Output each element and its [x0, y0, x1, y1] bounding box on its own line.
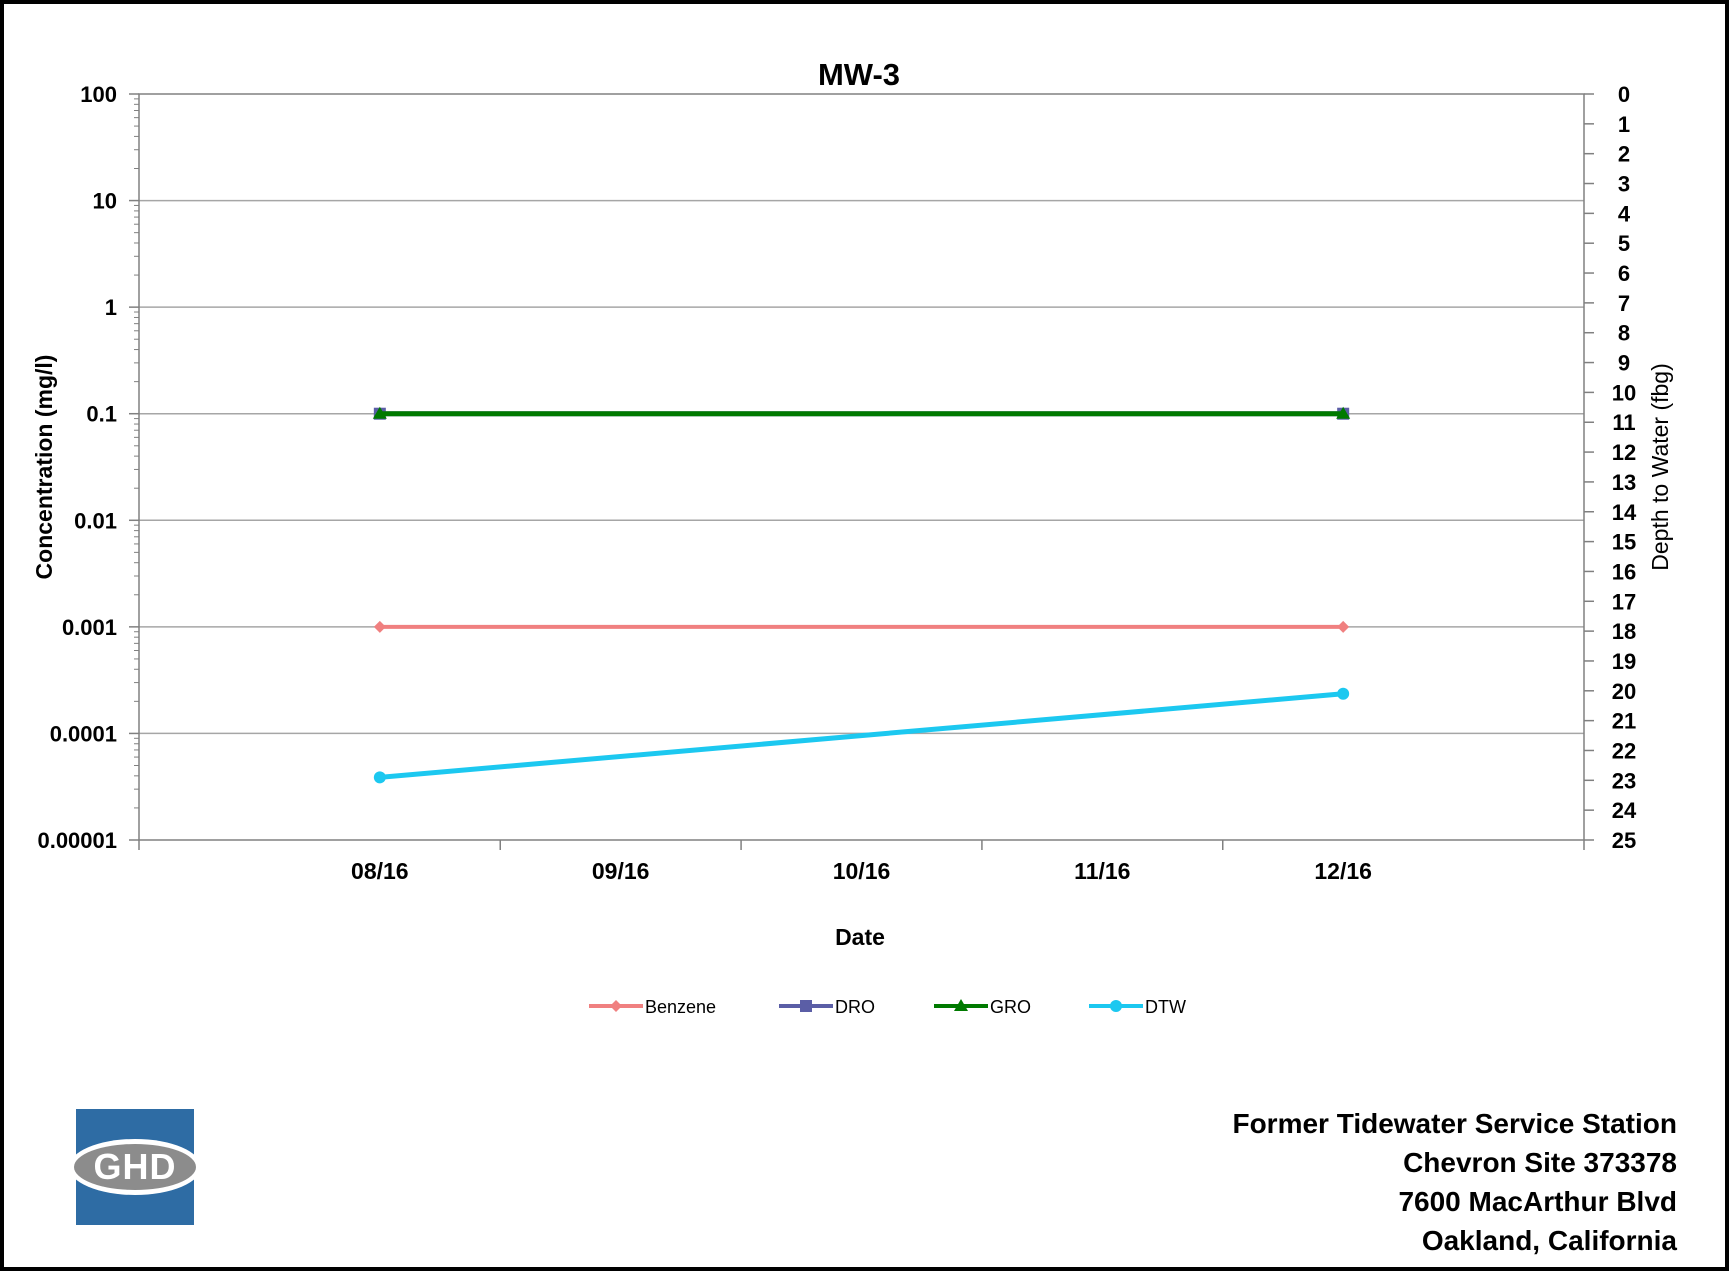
series-lines [372, 406, 1351, 784]
y-right-tick-label: 23 [1612, 768, 1636, 793]
data-point [372, 406, 387, 419]
y-right-tick-label: 3 [1618, 172, 1630, 197]
x-tick-label: 10/16 [833, 858, 891, 884]
data-point [1337, 687, 1350, 700]
y-right-tick-label: 12 [1612, 440, 1636, 465]
x-tick-label: 09/16 [592, 858, 650, 884]
x-tick-label: 12/16 [1314, 858, 1372, 884]
y-right-tick-label: 4 [1618, 201, 1631, 226]
axes: 1001010.10.010.0010.00010.00001012345678… [37, 82, 1637, 884]
y-right-tick-label: 13 [1612, 470, 1636, 495]
site-city: Oakland, California [1421, 1225, 1677, 1256]
legend-marker [800, 1000, 812, 1012]
y-right-tick-label: 7 [1618, 291, 1630, 316]
y-right-tick-label: 2 [1618, 142, 1630, 167]
y-right-tick-label: 22 [1612, 738, 1636, 763]
y-right-tick-label: 6 [1618, 261, 1630, 286]
legend-marker [1110, 1000, 1122, 1012]
legend-label: DTW [1145, 997, 1186, 1017]
data-point [1337, 620, 1350, 633]
y-left-tick-label: 0.01 [74, 508, 117, 533]
y-right-tick-label: 1 [1618, 112, 1630, 137]
logo-text: GHD [74, 1144, 196, 1190]
legend-label: Benzene [645, 997, 716, 1017]
chart-canvas: 1001010.10.010.0010.00010.00001012345678… [31, 57, 1673, 1017]
y-right-tick-label: 11 [1612, 410, 1635, 435]
y-left-tick-label: 0.001 [62, 615, 117, 640]
y-right-tick-label: 16 [1612, 559, 1636, 584]
legend-marker [954, 999, 968, 1011]
series-dtw [373, 687, 1350, 784]
x-axis-title: Date [835, 924, 885, 950]
series-gro [372, 406, 1351, 419]
y-right-tick-label: 9 [1618, 351, 1630, 376]
y-right-tick-label: 18 [1612, 619, 1636, 644]
y-left-tick-label: 100 [80, 82, 117, 107]
site-address: 7600 MacArthur Blvd [1398, 1186, 1677, 1217]
y-right-tick-label: 25 [1612, 828, 1636, 853]
legend-label: DRO [835, 997, 875, 1017]
y-right-tick-label: 20 [1612, 679, 1636, 704]
plot-area [138, 93, 1585, 841]
y-right-tick-label: 8 [1618, 321, 1630, 346]
y-right-tick-label: 15 [1612, 530, 1636, 555]
data-point [373, 620, 386, 633]
series-benzene [373, 620, 1350, 633]
y-right-tick-label: 21 [1612, 709, 1636, 734]
ghd-logo: GHD [69, 1109, 201, 1225]
logo-oval: GHD [69, 1139, 201, 1195]
y-left-tick-label: 0.1 [86, 402, 117, 427]
y-right-tick-label: 0 [1618, 82, 1630, 107]
y-axis-left-title: Concentration (mg/l) [31, 355, 57, 580]
y-left-tick-label: 10 [93, 189, 117, 214]
y-axis-right-title: Depth to Water (fbg) [1647, 363, 1673, 571]
y-left-tick-label: 0.00001 [37, 828, 117, 853]
y-left-tick-label: 0.0001 [50, 721, 117, 746]
y-left-tick-label: 1 [105, 295, 117, 320]
site-info: Former Tidewater Service Station Chevron… [1232, 1104, 1677, 1260]
legend-item-dtw: DTW [1089, 997, 1186, 1017]
y-right-tick-label: 19 [1612, 649, 1636, 674]
x-tick-label: 11/16 [1074, 858, 1130, 884]
y-right-tick-label: 5 [1618, 231, 1630, 256]
site-name: Former Tidewater Service Station [1232, 1108, 1677, 1139]
legend-item-gro: GRO [934, 997, 1031, 1017]
chart-title: MW-3 [818, 57, 900, 92]
y-right-tick-label: 14 [1612, 500, 1637, 525]
legend-item-benzene: Benzene [589, 997, 716, 1017]
legend: Benzene DRO GRO DTW [589, 997, 1186, 1017]
y-right-tick-label: 17 [1612, 589, 1636, 614]
legend-item-dro: DRO [779, 997, 875, 1017]
site-number: Chevron Site 373378 [1403, 1147, 1677, 1178]
legend-marker [610, 1000, 622, 1012]
y-right-tick-label: 10 [1612, 380, 1636, 405]
x-tick-label: 08/16 [351, 858, 409, 884]
y-right-tick-label: 24 [1612, 798, 1637, 823]
series-line [379, 691, 1344, 780]
data-point [373, 771, 386, 784]
gridlines [139, 199, 1584, 735]
data-point [1336, 406, 1351, 419]
legend-label: GRO [990, 997, 1031, 1017]
